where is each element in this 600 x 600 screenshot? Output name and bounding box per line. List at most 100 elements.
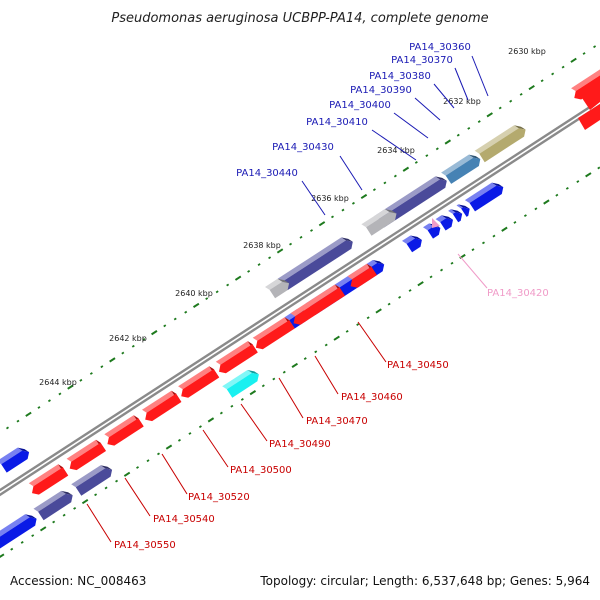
tick-outer	[215, 290, 219, 294]
tick-inner	[272, 377, 276, 381]
tick-outer	[151, 330, 158, 336]
gene-label[interactable]: PA14_30520	[188, 492, 250, 503]
gene-arrow[interactable]	[277, 237, 353, 291]
leader-line	[301, 180, 326, 216]
tick-inner	[0, 553, 5, 559]
gene-arrow[interactable]	[265, 278, 290, 299]
gene-arrow[interactable]	[361, 209, 397, 236]
tick-inner	[523, 214, 527, 218]
tick-outer	[37, 406, 41, 409]
tick-inner	[146, 459, 150, 463]
tick-outer	[582, 52, 586, 55]
tick-inner	[440, 268, 444, 272]
tick-outer	[486, 112, 493, 118]
gene-label[interactable]: PA14_30370	[391, 55, 453, 66]
tick-inner	[136, 466, 140, 469]
gene-arrow[interactable]	[215, 341, 258, 374]
gene-arrow[interactable]	[178, 366, 220, 398]
tick-inner	[501, 226, 508, 232]
gene-arrow[interactable]	[252, 317, 295, 350]
tick-outer	[330, 215, 334, 219]
tick-inner	[39, 526, 47, 532]
gene-label[interactable]: PA14_30390	[350, 85, 412, 96]
gene-label[interactable]: PA14_30440	[236, 168, 298, 179]
gene-arrow[interactable]	[448, 209, 463, 223]
tick-outer	[299, 235, 303, 239]
tick-inner	[450, 261, 454, 265]
gene-arrow[interactable]	[142, 390, 182, 422]
leader-line	[314, 355, 339, 395]
tick-inner	[303, 357, 307, 360]
tick-outer	[435, 147, 439, 151]
strand-line-outer	[0, 98, 600, 492]
leader-line	[454, 67, 469, 101]
tick-outer	[561, 65, 565, 69]
gene-arrow[interactable]	[0, 514, 37, 555]
gene-label[interactable]: PA14_30420	[487, 288, 549, 299]
gene-arrow[interactable]	[33, 490, 73, 521]
gene-label[interactable]: PA14_30540	[153, 514, 215, 525]
gene-label[interactable]: PA14_30400	[329, 100, 391, 111]
gene-arrow[interactable]	[347, 263, 377, 288]
leader-line	[161, 453, 188, 495]
tick-inner	[62, 513, 66, 517]
tick-outer	[528, 84, 535, 91]
gene-arrow[interactable]	[441, 154, 481, 184]
gene-arrow[interactable]	[290, 284, 346, 325]
tick-outer	[89, 372, 93, 375]
tick-outer	[25, 411, 32, 417]
gene-arrow[interactable]	[435, 215, 453, 231]
gene-arrow[interactable]	[578, 86, 600, 130]
tick-outer	[47, 399, 51, 403]
tick-outer	[444, 139, 452, 145]
gene-arrow[interactable]	[71, 465, 113, 496]
leader-line	[202, 429, 229, 468]
gene-arrow[interactable]	[402, 235, 422, 253]
gene-label[interactable]: PA14_30550	[114, 540, 176, 551]
gene-arrow[interactable]	[464, 182, 504, 212]
gene-label[interactable]: PA14_30450	[387, 360, 449, 371]
tick-outer	[268, 256, 272, 260]
gene-arrow[interactable]	[571, 69, 600, 100]
leader-line	[86, 503, 112, 543]
gene-label[interactable]: PA14_30500	[230, 465, 292, 476]
tick-inner	[20, 540, 24, 544]
gene-arrow[interactable]	[66, 439, 106, 471]
gene-label[interactable]: PA14_30360	[409, 42, 471, 53]
gene-arrow[interactable]	[456, 204, 470, 217]
tick-outer	[109, 357, 116, 363]
gene-label[interactable]: PA14_30380	[369, 71, 431, 82]
tick-inner	[52, 520, 56, 524]
gene-arrow[interactable]	[104, 415, 144, 446]
gene-label[interactable]: PA14_30430	[272, 142, 334, 153]
tick-inner	[261, 384, 265, 388]
tick-inner	[219, 411, 223, 415]
accession-text: Accession: NC_008463	[10, 574, 147, 588]
tick-inner	[585, 172, 592, 178]
kbp-labels: 2630 kbp 2632 kbp 2634 kbp 2636 kbp 2638 kbp…	[39, 47, 546, 387]
gene-arrow[interactable]	[222, 370, 259, 398]
tick-inner	[249, 390, 257, 396]
leader-line	[433, 83, 455, 109]
kbp-label: 2636 kbp	[311, 194, 349, 203]
tick-inner	[576, 180, 580, 183]
tick-inner	[375, 308, 382, 314]
tick-inner	[291, 362, 299, 368]
gene-arrow[interactable]	[28, 464, 69, 495]
tick-outer	[551, 72, 555, 76]
tick-outer	[310, 229, 314, 232]
tick-inner	[115, 479, 119, 483]
leader-line	[240, 403, 268, 442]
tick-outer	[163, 324, 167, 328]
gene-label[interactable]: PA14_30490	[269, 439, 331, 450]
gene-label[interactable]: PA14_30410	[306, 117, 368, 128]
tick-inner	[230, 404, 234, 408]
gene-label[interactable]: PA14_30460	[341, 392, 403, 403]
gene-arrow[interactable]	[0, 447, 30, 473]
tick-outer	[289, 242, 293, 246]
tick-outer	[192, 302, 200, 308]
tick-outer	[456, 133, 460, 137]
gene-label[interactable]: PA14_30470	[306, 416, 368, 427]
genome-backbone	[0, 98, 600, 497]
gene-arrow[interactable]	[474, 125, 526, 163]
